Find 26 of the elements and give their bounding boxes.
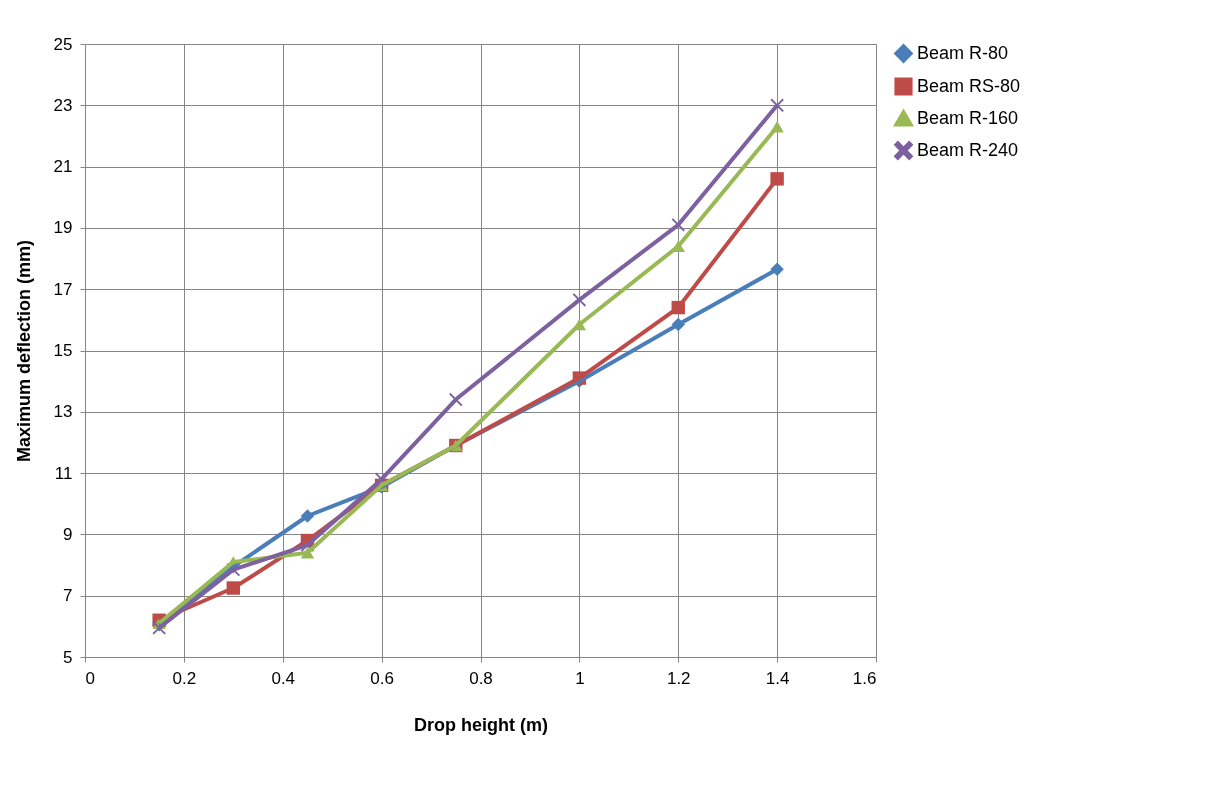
legend-label: Beam R-240 [917, 139, 1019, 160]
x-tick-label: 0.8 [469, 668, 493, 688]
y-tick-label: 13 [53, 402, 73, 422]
x-axis-title: Drop height (m) [414, 714, 548, 735]
legend-label: Beam R-80 [917, 42, 1009, 63]
x-tick-label: 0.6 [370, 668, 394, 688]
x-tick-label: 0.2 [172, 668, 197, 688]
y-tick-label: 25 [53, 34, 73, 54]
y-tick-label: 15 [53, 341, 73, 360]
y-tick-label: 17 [53, 279, 73, 299]
y-tick-label: 11 [54, 463, 73, 483]
y-tick-label: 23 [53, 95, 73, 115]
x-tick-label: 1.6 [852, 668, 877, 688]
legend-label: Beam RS-80 [917, 75, 1021, 96]
legend-label: Beam R-160 [917, 107, 1019, 128]
y-tick-label: 7 [63, 586, 73, 606]
x-tick-label: 0.4 [271, 668, 296, 688]
y-tick-label: 19 [53, 218, 73, 238]
y-axis-title: Maximum deflection (mm) [13, 239, 34, 463]
x-tick-label: 0 [85, 668, 95, 688]
y-tick-label: 9 [63, 524, 73, 544]
y-tick-label: 21 [53, 157, 73, 177]
x-tick-label: 1.2 [666, 668, 691, 688]
x-tick-label: 1.4 [765, 668, 790, 688]
x-tick-label: 1 [575, 668, 585, 688]
y-tick-label: 5 [63, 647, 73, 667]
